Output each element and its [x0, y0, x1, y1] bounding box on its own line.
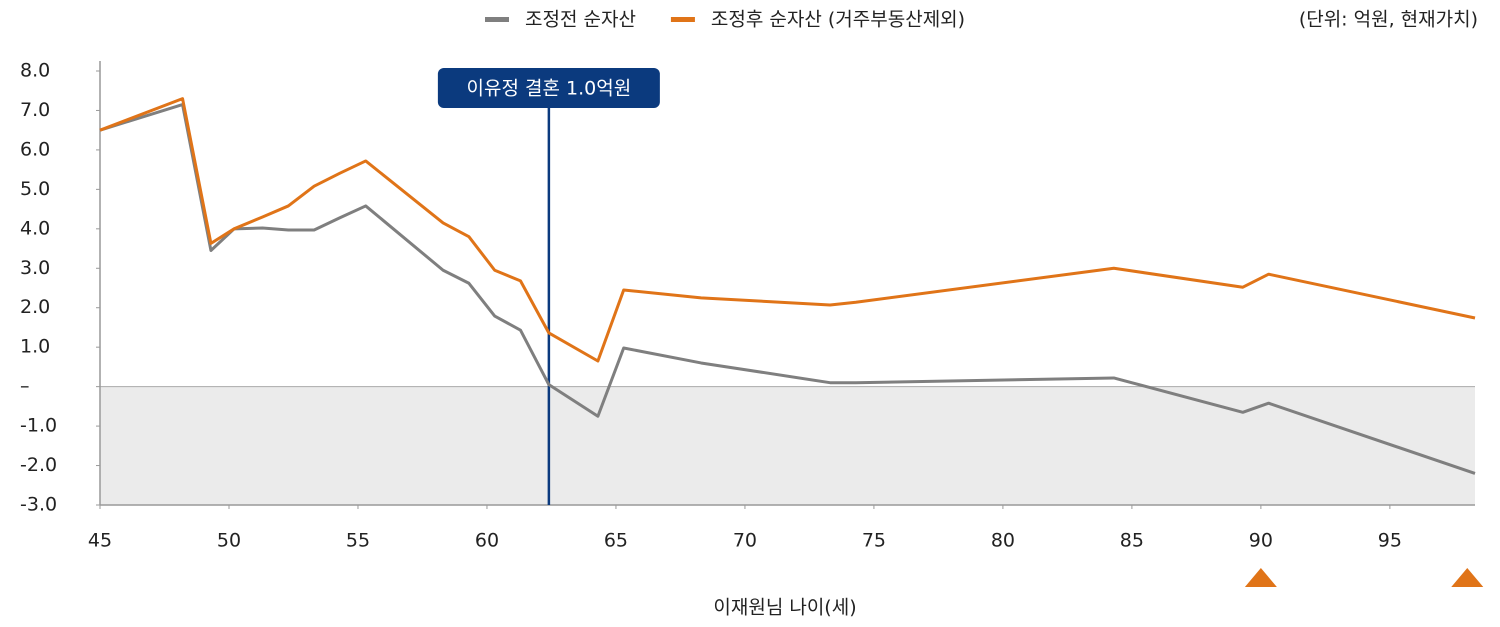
y-tick-label: 3.0 — [20, 257, 50, 279]
legend-label: 조정후 순자산 (거주부동산제외) — [711, 9, 965, 31]
y-tick-label: 7.0 — [20, 99, 50, 121]
y-tick-label: -2.0 — [20, 454, 57, 476]
x-tick-label: 75 — [862, 530, 886, 552]
series-line — [99, 103, 1476, 475]
legend-label: 조정전 순자산 — [525, 9, 636, 31]
x-axis-label: 이재원님 나이(세) — [713, 597, 856, 619]
x-tick-label: 70 — [733, 530, 757, 552]
event-marker — [1244, 568, 1277, 587]
x-tick-label: 65 — [604, 530, 628, 552]
x-tick-label: 95 — [1378, 530, 1402, 552]
y-tick-label: -1.0 — [20, 415, 57, 437]
x-tick-label: 80 — [991, 530, 1015, 552]
legend-swatch — [485, 17, 509, 22]
y-tick-label: -3.0 — [20, 494, 57, 516]
y-tick-label: 4.0 — [20, 217, 50, 239]
y-tick-label: 8.0 — [20, 60, 50, 82]
x-tick-label: 90 — [1249, 530, 1273, 552]
series-line — [99, 97, 1476, 363]
legend-swatch — [670, 17, 695, 22]
y-tick-label: – — [20, 375, 30, 397]
x-tick-label: 45 — [88, 530, 112, 552]
y-tick-label: 5.0 — [20, 178, 50, 200]
negative-region — [100, 386, 1475, 505]
x-tick-label: 60 — [475, 530, 499, 552]
y-tick-label: 2.0 — [20, 296, 50, 318]
annotation-box — [437, 68, 660, 108]
y-tick-label: 6.0 — [20, 138, 50, 160]
unit-note: (단위: 억원, 현재가치) — [1299, 9, 1478, 31]
x-tick-label: 85 — [1120, 530, 1144, 552]
y-tick-label: 1.0 — [20, 336, 50, 358]
annotation-text: 이유정 결혼 1.0억원 — [467, 78, 632, 100]
x-tick-label: 50 — [217, 530, 241, 552]
event-marker — [1451, 568, 1484, 587]
x-tick-label: 55 — [346, 530, 370, 552]
